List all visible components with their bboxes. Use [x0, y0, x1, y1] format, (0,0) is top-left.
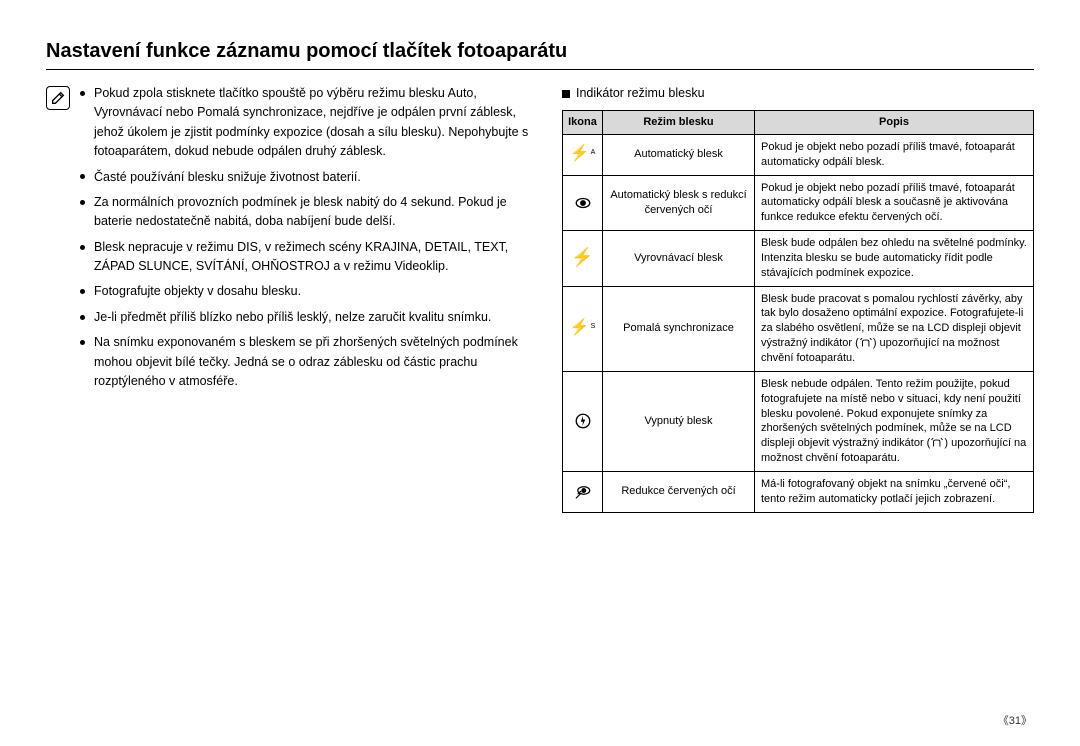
- flash-slow-icon: ⚡S: [563, 286, 603, 371]
- table-header-row: Ikona Režim blesku Popis: [563, 111, 1034, 135]
- flash-mode-table: Ikona Režim blesku Popis ⚡A Automatický …: [562, 110, 1034, 513]
- col-header-mode: Režim blesku: [603, 111, 755, 135]
- flash-off-icon: [563, 371, 603, 471]
- flash-mode-name: Automatický blesk: [603, 134, 755, 175]
- table-row: Vypnutý blesk Blesk nebude odpálen. Tent…: [563, 371, 1034, 471]
- bullet-item: Časté používání blesku snižuje životnost…: [80, 168, 538, 187]
- col-header-desc: Popis: [755, 111, 1034, 135]
- flash-mode-desc: Pokud je objekt nebo pozadí příliš tmavé…: [755, 175, 1034, 231]
- flash-mode-name: Redukce červených očí: [603, 471, 755, 512]
- page-number: 《31》: [998, 712, 1032, 728]
- redeye-icon: [563, 175, 603, 231]
- flash-mode-name: Automatický blesk s redukcí červených oč…: [603, 175, 755, 231]
- flash-fill-icon: ⚡: [563, 231, 603, 287]
- bullet-item: Na snímku exponovaném s bleskem se při z…: [80, 333, 538, 391]
- table-row: ⚡S Pomalá synchronizace Blesk bude praco…: [563, 286, 1034, 371]
- pencil-note-icon: [46, 86, 70, 110]
- redeye-fix-icon: [563, 471, 603, 512]
- left-column: Pokud zpola stisknete tlačítko spouště p…: [46, 84, 538, 397]
- bullet-item: Blesk nepracuje v režimu DIS, v režimech…: [80, 238, 538, 277]
- bullet-item: Pokud zpola stisknete tlačítko spouště p…: [80, 84, 538, 162]
- right-column: Indikátor režimu blesku Ikona Režim bles…: [562, 84, 1034, 513]
- square-bullet-icon: [562, 90, 570, 98]
- flash-mode-name: Vypnutý blesk: [603, 371, 755, 471]
- table-row: ⚡ Vyrovnávací blesk Blesk bude odpálen b…: [563, 231, 1034, 287]
- flash-mode-desc: Má-li fotografovaný objekt na snímku „če…: [755, 471, 1034, 512]
- flash-mode-desc: Blesk bude odpálen bez ohledu na světeln…: [755, 231, 1034, 287]
- bullet-item: Fotografujte objekty v dosahu blesku.: [80, 282, 538, 301]
- flash-auto-icon: ⚡A: [563, 134, 603, 175]
- bullet-item: Za normálních provozních podmínek je ble…: [80, 193, 538, 232]
- flash-mode-name: Pomalá synchronizace: [603, 286, 755, 371]
- table-row: Automatický blesk s redukcí červených oč…: [563, 175, 1034, 231]
- shake-warning-icon: [859, 337, 873, 349]
- table-row: ⚡A Automatický blesk Pokud je objekt neb…: [563, 134, 1034, 175]
- flash-indicator-heading-text: Indikátor režimu blesku: [576, 86, 705, 100]
- col-header-icon: Ikona: [563, 111, 603, 135]
- note-bullets: Pokud zpola stisknete tlačítko spouště p…: [80, 84, 538, 397]
- flash-mode-desc: Pokud je objekt nebo pozadí příliš tmavé…: [755, 134, 1034, 175]
- title-divider: [46, 69, 1034, 70]
- bullet-item: Je-li předmět příliš blízko nebo příliš …: [80, 308, 538, 327]
- table-row: Redukce červených očí Má-li fotografovan…: [563, 471, 1034, 512]
- page-title: Nastavení funkce záznamu pomocí tlačítek…: [46, 40, 1034, 63]
- flash-indicator-heading: Indikátor režimu blesku: [562, 86, 1034, 100]
- flash-mode-desc: Blesk nebude odpálen. Tento režim použij…: [755, 371, 1034, 471]
- flash-mode-name: Vyrovnávací blesk: [603, 231, 755, 287]
- shake-warning-icon: [930, 437, 944, 449]
- flash-mode-desc: Blesk bude pracovat s pomalou rychlostí …: [755, 286, 1034, 371]
